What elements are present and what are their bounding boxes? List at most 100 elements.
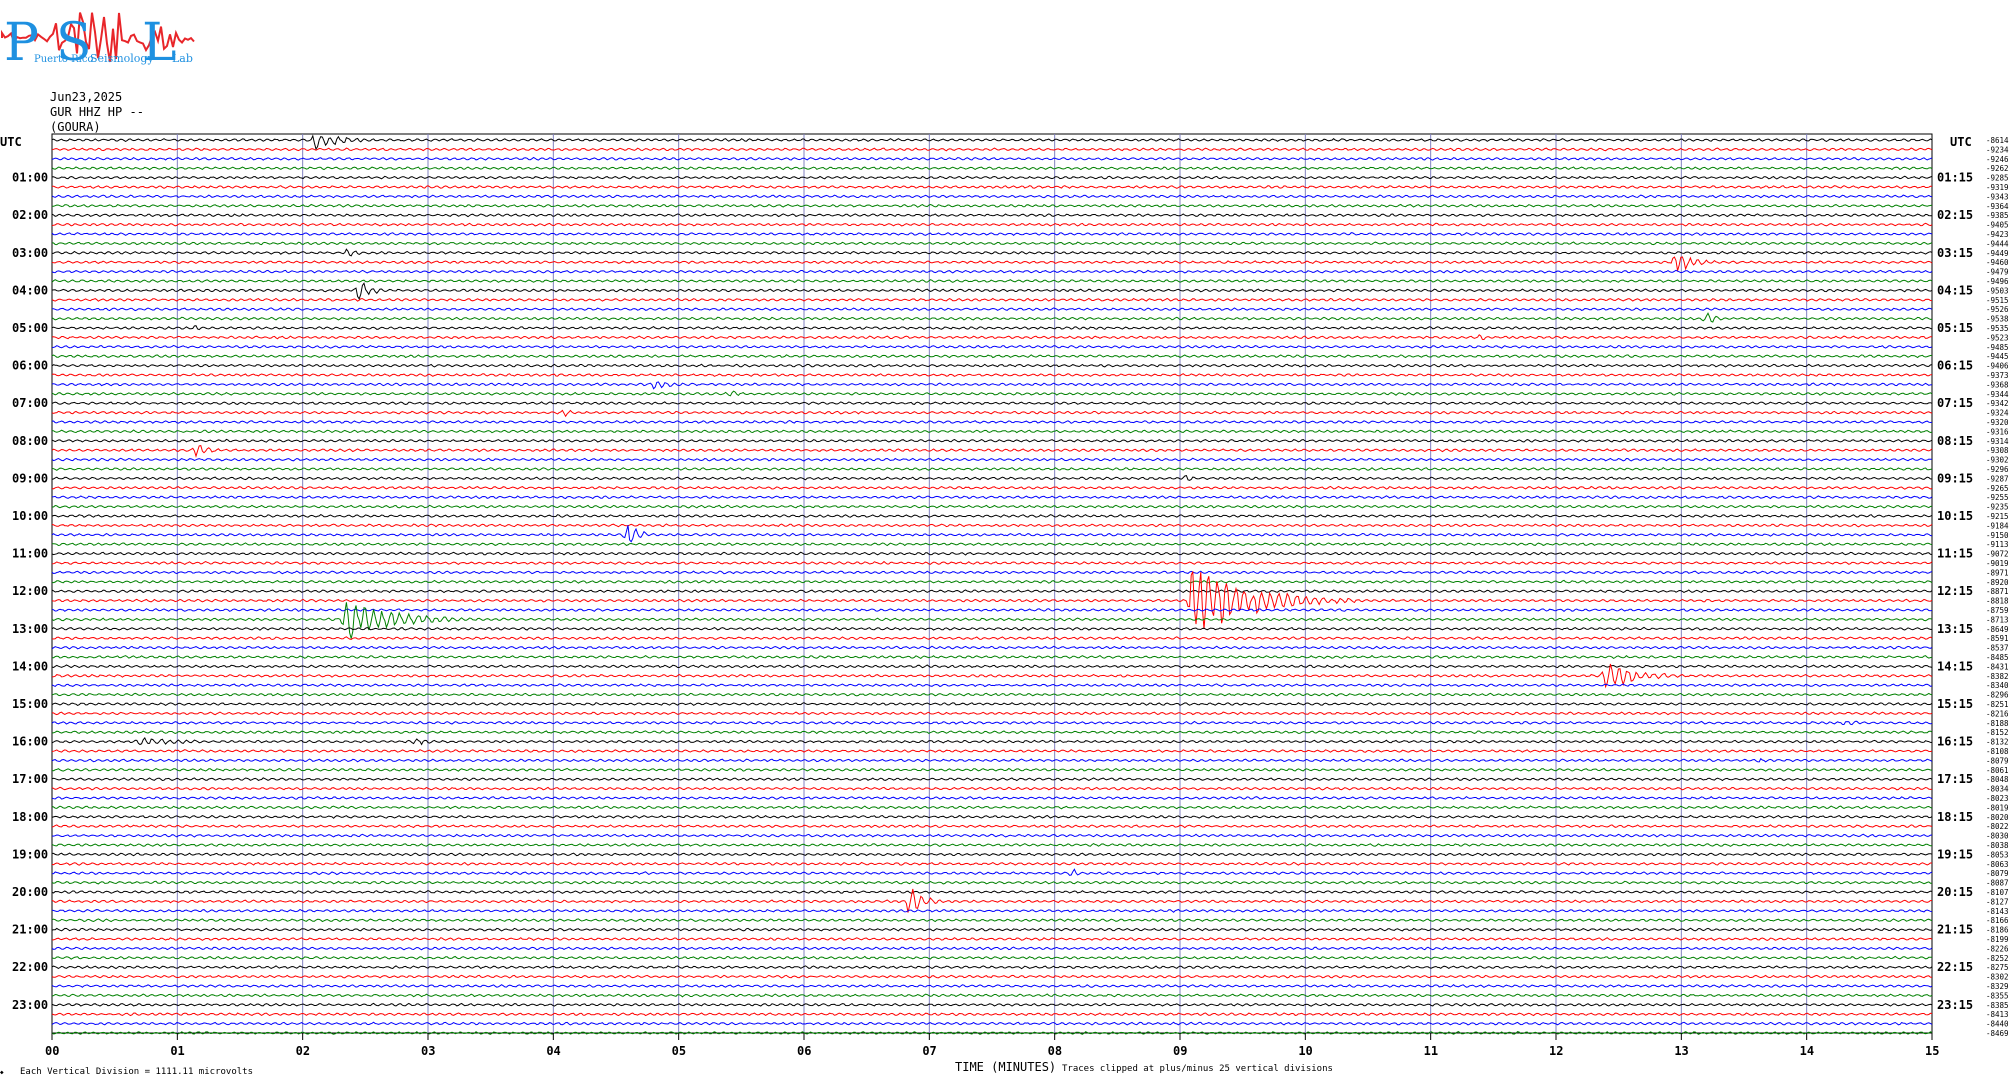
- offset-label-row-33: -9308: [1986, 446, 2009, 455]
- x-tick-label-06: 06: [797, 1044, 811, 1058]
- hour-label-left-18:00: 18:00: [12, 810, 48, 824]
- hour-labels-left: 01:00 02:00 03:00 04:00 05:00 06:00 07:00 08:00…: [12, 171, 48, 1012]
- hour-label-right-03:15: 03:15: [1937, 246, 1973, 260]
- trace-row-38: [51, 495, 1933, 500]
- trace-row-25: [51, 373, 1933, 378]
- hour-label-left-21:00: 21:00: [12, 923, 48, 937]
- trace-row-66: [51, 757, 1933, 763]
- offset-label-row-67: -8061: [1986, 766, 2009, 775]
- trace-row-35: [51, 466, 1933, 471]
- hour-label-left-12:00: 12:00: [12, 584, 48, 598]
- trace-row-12: [51, 248, 1933, 257]
- offset-label-row-59: -8296: [1986, 691, 2009, 700]
- trace-row-22: [51, 344, 1933, 349]
- trace-row-13: [51, 256, 1933, 271]
- trace-row-75: [51, 843, 1933, 847]
- hour-label-right-15:15: 15:15: [1937, 697, 1973, 711]
- trace-row-7: [51, 203, 1933, 208]
- x-tick-label-01: 01: [170, 1044, 184, 1058]
- offset-label-row-90: -8329: [1986, 982, 2009, 991]
- offset-label-row-69: -8034: [1986, 785, 2009, 794]
- offset-label-row-18: -9526: [1986, 305, 2009, 314]
- hour-label-left-08:00: 08:00: [12, 434, 48, 448]
- offset-label-row-68: -8048: [1986, 775, 2009, 784]
- trace-row-58: [51, 683, 1933, 688]
- trace-row-70: [51, 795, 1933, 800]
- offset-label-row-38: -9255: [1986, 493, 2009, 502]
- hour-label-right-05:15: 05:15: [1937, 321, 1973, 335]
- hour-label-left-16:00: 16:00: [12, 735, 48, 749]
- offset-label-row-56: -8431: [1986, 662, 2009, 671]
- trace-row-78: [51, 868, 1933, 876]
- hour-label-right-21:15: 21:15: [1937, 923, 1973, 937]
- logo-seismogram-wave: [1, 12, 195, 63]
- trace-row-24: [51, 363, 1933, 368]
- offset-label-row-2: -9246: [1986, 155, 2009, 164]
- x-tick-label-15: 15: [1925, 1044, 1939, 1058]
- minute-gridlines: [176, 134, 1808, 1033]
- trace-row-20: [51, 325, 1933, 331]
- logo-word-puerto-rico: Puerto Rico: [34, 54, 93, 65]
- hour-label-left-01:00: 01:00: [12, 171, 48, 185]
- trace-row-31: [51, 429, 1933, 434]
- offset-label-row-31: -9316: [1986, 427, 2009, 436]
- trace-row-45: [51, 560, 1933, 566]
- trace-row-53: [51, 636, 1933, 641]
- hour-label-left-09:00: 09:00: [12, 471, 48, 485]
- trace-row-48: [51, 589, 1933, 594]
- trace-row-51: [51, 602, 1933, 639]
- offset-label-row-24: -9406: [1986, 362, 2009, 371]
- offset-label-row-95: -8469: [1986, 1029, 2009, 1038]
- trace-row-32: [51, 438, 1933, 443]
- trace-row-77: [51, 861, 1932, 866]
- offset-label-row-4: -9285: [1986, 174, 2009, 183]
- trace-row-54: [51, 645, 1933, 650]
- offset-label-row-10: -9423: [1986, 230, 2009, 239]
- offset-label-row-26: -9368: [1986, 380, 2009, 389]
- offset-label-row-72: -8020: [1986, 813, 2009, 822]
- offset-label-row-48: -8871: [1986, 587, 2009, 596]
- offset-label-row-29: -9324: [1986, 409, 2009, 418]
- offset-label-row-37: -9265: [1986, 484, 2009, 493]
- offset-label-row-40: -9215: [1986, 512, 2009, 521]
- hour-label-left-04:00: 04:00: [12, 283, 48, 297]
- offset-label-row-82: -8143: [1986, 907, 2009, 916]
- offset-label-row-64: -8132: [1986, 738, 2009, 747]
- offset-labels: -8614-9234-9246-9262-9285-9319-9343-9364…: [1986, 136, 2009, 1038]
- offset-label-row-61: -8216: [1986, 709, 2009, 718]
- offset-label-row-86: -8226: [1986, 944, 2009, 953]
- hour-label-left-11:00: 11:00: [12, 547, 48, 561]
- trace-row-85: [51, 937, 1933, 941]
- offset-label-row-65: -8108: [1986, 747, 2009, 756]
- trace-row-41: [51, 523, 1933, 528]
- offset-label-row-54: -8537: [1986, 644, 2009, 653]
- hour-label-right-09:15: 09:15: [1937, 471, 1973, 485]
- offset-label-row-14: -9479: [1986, 268, 2009, 277]
- offset-label-row-47: -8920: [1986, 578, 2009, 587]
- logo-letter-l: L: [142, 13, 177, 73]
- hour-label-right-18:15: 18:15: [1937, 810, 1973, 824]
- hour-label-right-16:15: 16:15: [1937, 735, 1973, 749]
- hour-label-left-06:00: 06:00: [12, 359, 48, 373]
- trace-row-69: [51, 786, 1933, 791]
- trace-row-62: [51, 720, 1933, 726]
- trace-row-60: [51, 702, 1933, 707]
- hour-label-left-05:00: 05:00: [12, 321, 48, 335]
- logo-word-seismology: Seismology: [90, 52, 154, 65]
- trace-row-89: [51, 974, 1933, 979]
- hour-label-right-11:15: 11:15: [1937, 547, 1973, 561]
- trace-row-33: [51, 445, 1933, 458]
- offset-label-row-80: -8107: [1986, 888, 2009, 897]
- offset-label-row-8: -9385: [1986, 211, 2009, 220]
- offset-label-row-34: -9302: [1986, 456, 2009, 465]
- offset-label-row-92: -8385: [1986, 1001, 2009, 1010]
- trace-row-16: [51, 282, 1933, 301]
- trace-row-15: [51, 279, 1933, 283]
- offset-label-row-85: -8199: [1986, 935, 2009, 944]
- trace-row-82: [51, 908, 1933, 913]
- offset-label-row-35: -9296: [1986, 465, 2009, 474]
- offset-label-row-88: -8275: [1986, 963, 2009, 972]
- x-tick-label-03: 03: [421, 1044, 435, 1058]
- offset-label-row-19: -9538: [1986, 315, 2009, 324]
- hour-label-right-01:15: 01:15: [1937, 171, 1973, 185]
